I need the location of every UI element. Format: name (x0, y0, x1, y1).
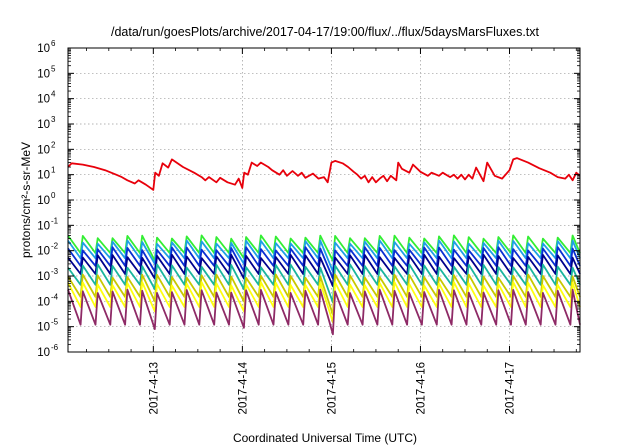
y-tick-exponent: 2 (51, 140, 56, 149)
y-tick-label: 10 (37, 271, 50, 283)
y-tick-label: 10 (37, 347, 50, 359)
y-tick-label: 10 (37, 144, 50, 156)
y-tick-label: 10 (37, 94, 50, 106)
y-axis-label: protons/cm²-s-sr-MeV (19, 142, 33, 258)
tick-marks (68, 47, 580, 353)
y-tick-exponent: 5 (51, 64, 56, 73)
y-tick-label: 10 (37, 195, 50, 207)
y-tick-exponent: -3 (51, 267, 59, 276)
y-tick-exponent: -6 (51, 343, 59, 352)
y-tick-label: 10 (37, 322, 50, 334)
x-tick-label: 2017-4-14 (237, 361, 249, 414)
series-line-8 (67, 288, 581, 336)
y-tick-labels: 10 -610 -510 -410 -310 -210 -110 010 110 210 310 41… (37, 39, 58, 359)
grid (68, 48, 580, 352)
y-tick-exponent: -1 (51, 216, 59, 225)
y-tick-exponent: 0 (51, 191, 56, 200)
x-tick-label: 2017-4-17 (505, 362, 517, 414)
series-line-0 (67, 157, 581, 191)
y-tick-label: 10 (37, 68, 50, 80)
y-tick-label: 10 (37, 170, 50, 182)
y-tick-exponent: 4 (51, 90, 56, 99)
y-tick-exponent: -4 (51, 292, 59, 301)
y-tick-label: 10 (37, 220, 50, 232)
y-tick-exponent: 3 (51, 115, 56, 124)
x-tick-label: 2017-4-15 (326, 362, 338, 414)
y-tick-exponent: -5 (51, 318, 59, 327)
series-layer (67, 157, 581, 336)
y-tick-label: 10 (37, 296, 50, 308)
series-line-5 (67, 263, 581, 304)
y-tick-label: 10 (37, 43, 50, 55)
y-tick-exponent: 1 (51, 166, 56, 175)
x-tick-labels: 2017-4-13 2017-4-14 2017-4-15 2017-4-16 2017… (148, 361, 516, 414)
y-tick-exponent: -2 (51, 242, 59, 251)
x-axis-label: Coordinated Universal Time (UTC) (233, 431, 417, 445)
y-tick-exponent: 6 (51, 39, 56, 48)
x-tick-label: 2017-4-16 (415, 362, 427, 414)
x-tick-label: 2017-4-13 (148, 362, 160, 414)
chart-title: /data/run/goesPlots/archive/2017-04-17/1… (111, 25, 540, 39)
y-tick-label: 10 (37, 246, 50, 258)
y-tick-label: 10 (37, 119, 50, 131)
